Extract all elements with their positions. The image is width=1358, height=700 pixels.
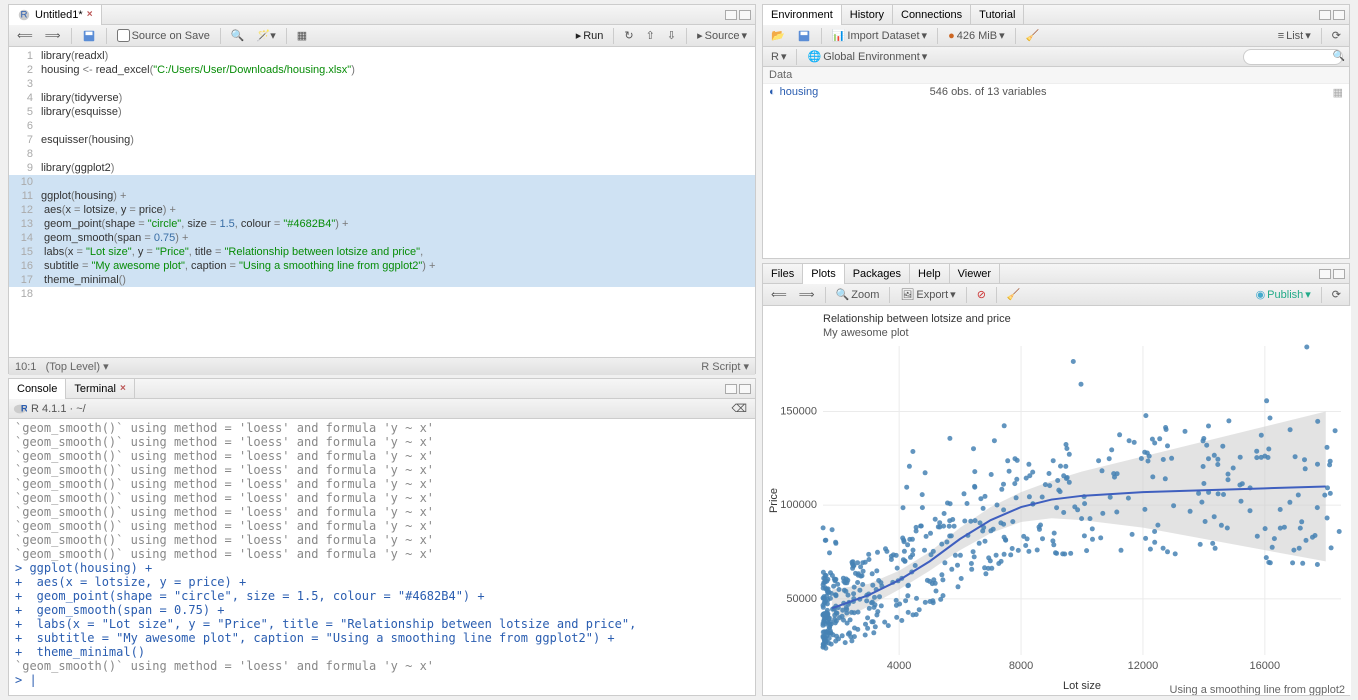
close-icon[interactable]: × <box>87 9 93 20</box>
zoom-button[interactable]: 🔍 Zoom <box>832 286 884 304</box>
r-version-label: R 4.1.1 · ~/ <box>31 403 86 415</box>
search-icon: 🔍 <box>1333 51 1345 62</box>
save-icon[interactable] <box>793 27 815 45</box>
svg-text:8000: 8000 <box>1009 660 1033 672</box>
rerun-icon[interactable]: ↻ <box>620 27 637 45</box>
clear-env-icon[interactable]: 🧹 <box>1022 27 1044 45</box>
tab-viewer[interactable]: Viewer <box>950 264 1000 284</box>
env-tabbar: Environment History Connections Tutorial <box>763 5 1349 25</box>
svg-text:Price: Price <box>768 488 780 513</box>
clear-plots-icon[interactable]: 🧹 <box>1003 286 1025 304</box>
env-row[interactable]: ◐housing546 obs. of 13 variables▦ <box>763 84 1349 101</box>
language-selector[interactable]: R Script <box>701 361 740 373</box>
plot-area: 4000 8000 12000 16000 50000 100000 150000 Lot s… <box>763 306 1349 695</box>
clear-console-icon[interactable]: ⌫ <box>727 400 751 418</box>
plots-pane: Files Plots Packages Help Viewer ⟸ ⟹ 🔍 Z… <box>762 263 1350 696</box>
svg-text:12000: 12000 <box>1128 660 1159 672</box>
up-icon[interactable]: ⇧ <box>642 27 659 45</box>
scope-selector[interactable]: (Top Level) <box>46 361 100 373</box>
editor-tab[interactable]: R Untitled1* × <box>9 5 102 25</box>
back-icon[interactable]: ⟸ <box>13 27 37 45</box>
svg-text:4000: 4000 <box>887 660 911 672</box>
environment-pane: Environment History Connections Tutorial… <box>762 4 1350 259</box>
console-body[interactable]: `geom_smooth()` using method = 'loess' a… <box>9 419 755 695</box>
refresh-icon[interactable]: ⟳ <box>1328 27 1345 45</box>
pane-window-controls[interactable] <box>1319 269 1349 279</box>
editor-statusbar: 10:1 (Top Level) ▾ R Script ▾ <box>9 357 755 375</box>
svg-text:16000: 16000 <box>1250 660 1281 672</box>
tab-help[interactable]: Help <box>910 264 950 284</box>
remove-plot-icon[interactable]: ⊘ <box>973 286 990 304</box>
svg-text:Using a smoothing line from gg: Using a smoothing line from ggplot2 <box>1170 684 1345 695</box>
list-view-button[interactable]: ≡ List ▾ <box>1274 27 1315 45</box>
tab-terminal[interactable]: Terminal × <box>66 379 134 399</box>
pane-window-controls[interactable] <box>725 384 755 394</box>
run-button[interactable]: ▸ Run <box>572 27 608 45</box>
export-button[interactable]: 🖼 Export ▾ <box>896 286 959 304</box>
scope-selector[interactable]: 🌐 Global Environment ▾ <box>803 48 931 66</box>
source-pane: R Untitled1* × ⟸ ⟹ Source on Save 🔍 🪄▾ ▦… <box>8 4 756 374</box>
r-logo-icon: R <box>13 402 27 416</box>
down-icon[interactable]: ⇩ <box>663 27 680 45</box>
editor-tab-title: Untitled1* <box>35 9 83 21</box>
svg-text:150000: 150000 <box>780 406 817 418</box>
import-dataset-button[interactable]: 📊 Import Dataset ▾ <box>828 27 931 45</box>
next-plot-icon[interactable]: ⟹ <box>795 286 819 304</box>
plots-tabbar: Files Plots Packages Help Viewer <box>763 264 1349 284</box>
console-tabbar: Console Terminal × <box>9 379 755 399</box>
console-toolbar: R R 4.1.1 · ~/ ⌫ <box>9 399 755 419</box>
svg-text:Lot size: Lot size <box>1063 680 1101 692</box>
wand-icon[interactable]: 🪄▾ <box>253 27 280 45</box>
env-section-header: Data <box>763 67 1349 84</box>
find-icon[interactable]: 🔍 <box>227 27 249 45</box>
memory-indicator[interactable]: ● 426 MiB ▾ <box>944 27 1009 45</box>
forward-icon[interactable]: ⟹ <box>41 27 65 45</box>
env-scope-bar: R ▾ 🌐 Global Environment ▾ 🔍 <box>763 47 1349 67</box>
env-toolbar: 📂 📊 Import Dataset ▾ ● 426 MiB ▾ 🧹 ≡ Lis… <box>763 25 1349 47</box>
r-engine-selector[interactable]: R ▾ <box>767 48 790 66</box>
close-icon[interactable]: × <box>120 383 126 394</box>
source-button[interactable]: ▸ Source ▾ <box>693 27 751 45</box>
tab-tutorial[interactable]: Tutorial <box>971 5 1024 25</box>
editor-tabbar: R Untitled1* × <box>9 5 755 25</box>
tab-plots[interactable]: Plots <box>803 264 844 284</box>
svg-text:R: R <box>21 403 27 414</box>
publish-button[interactable]: ◉ Publish ▾ <box>1252 286 1315 304</box>
prev-plot-icon[interactable]: ⟸ <box>767 286 791 304</box>
tab-console[interactable]: Console <box>9 379 66 399</box>
notebook-icon[interactable]: ▦ <box>293 27 311 45</box>
env-data-list: ◐housing546 obs. of 13 variables▦ <box>763 84 1349 101</box>
plots-toolbar: ⟸ ⟹ 🔍 Zoom 🖼 Export ▾ ⊘ 🧹 ◉ Publish ▾ ⟳ <box>763 284 1349 306</box>
refresh-icon[interactable]: ⟳ <box>1328 286 1345 304</box>
svg-text:My awesome plot: My awesome plot <box>823 327 909 339</box>
tab-history[interactable]: History <box>842 5 893 25</box>
svg-text:100000: 100000 <box>780 499 817 511</box>
env-search-input[interactable] <box>1243 49 1343 65</box>
tab-files[interactable]: Files <box>763 264 803 284</box>
pane-window-controls[interactable] <box>725 10 755 20</box>
load-icon[interactable]: 📂 <box>767 27 789 45</box>
source-on-save-checkbox[interactable]: Source on Save <box>113 27 214 45</box>
cursor-position: 10:1 <box>15 361 36 373</box>
console-pane: Console Terminal × R R 4.1.1 · ~/ ⌫ `geo… <box>8 378 756 696</box>
pane-window-controls[interactable] <box>1319 10 1349 20</box>
svg-text:Relationship between lotsize a: Relationship between lotsize and price <box>823 313 1011 325</box>
tab-environment[interactable]: Environment <box>763 5 842 25</box>
r-file-icon: R <box>17 8 31 22</box>
tab-connections[interactable]: Connections <box>893 5 971 25</box>
editor-body[interactable]: 1library(readxl)2housing <- read_excel("… <box>9 47 755 357</box>
svg-text:R: R <box>21 9 28 20</box>
editor-toolbar: ⟸ ⟹ Source on Save 🔍 🪄▾ ▦ ▸ Run ↻ ⇧ ⇩ ▸ … <box>9 25 755 47</box>
tab-packages[interactable]: Packages <box>845 264 910 284</box>
svg-text:50000: 50000 <box>786 593 817 605</box>
save-icon[interactable] <box>78 27 100 45</box>
